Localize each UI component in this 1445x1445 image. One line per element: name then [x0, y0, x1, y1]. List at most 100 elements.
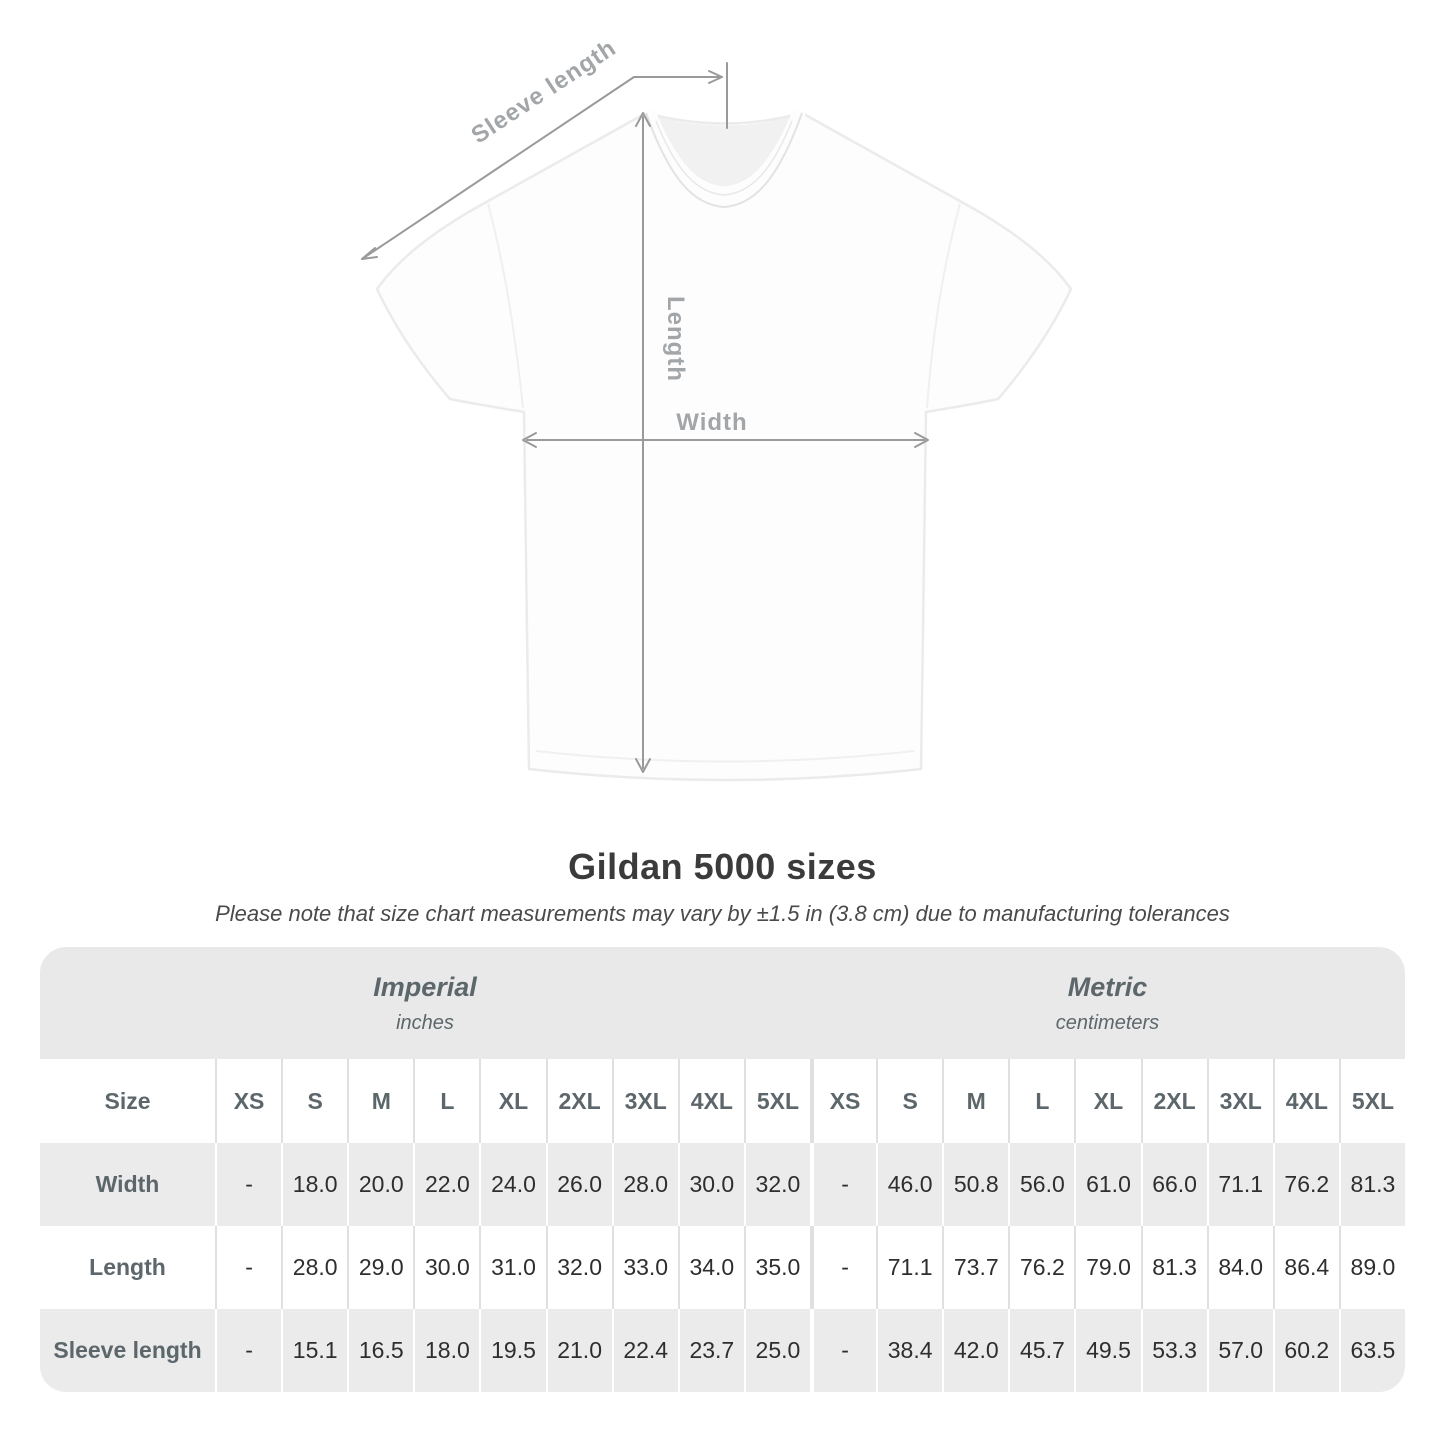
size-column-header: S [281, 1059, 347, 1143]
row-label: Sleeve length [53, 1337, 202, 1363]
size-column-header: 4XL [1272, 1059, 1339, 1143]
value-cell: 84.0 [1206, 1226, 1273, 1309]
title-block: Gildan 5000 sizes Please note that size … [0, 846, 1445, 927]
tshirt-collar-inner-seam [655, 120, 793, 196]
size-column-header: 3XL [1206, 1059, 1273, 1143]
value-cell: 76.2 [1272, 1143, 1339, 1226]
tolerance-note: Please note that size chart measurements… [215, 901, 1230, 926]
unit-group-header-row: Imperial inches Metric centimeters [40, 947, 1405, 1059]
value-cell: 71.1 [876, 1226, 942, 1309]
value-cell: 20.0 [347, 1143, 413, 1226]
imperial-group-header: Imperial inches [40, 947, 810, 1059]
size-column-header: XS [809, 1059, 876, 1143]
page-title: Gildan 5000 sizes [568, 846, 877, 887]
value-cell: 22.0 [413, 1143, 479, 1226]
value-cell: 28.0 [281, 1226, 347, 1309]
value-cell: 33.0 [611, 1226, 678, 1309]
value-cell: 35.0 [743, 1226, 810, 1309]
value-cell: 63.5 [1338, 1309, 1405, 1392]
size-column-header: 2XL [545, 1059, 612, 1143]
size-column-header: L [1008, 1059, 1074, 1143]
value-cell: 46.0 [876, 1143, 942, 1226]
table-row-length: Length - 28.0 29.0 30.0 31.0 32.0 33.0 3… [40, 1226, 1405, 1309]
value-cell: 53.3 [1140, 1309, 1207, 1392]
value-cell: 24.0 [479, 1143, 545, 1226]
size-column-header: 3XL [611, 1059, 678, 1143]
row-label: Length [89, 1254, 166, 1280]
value-cell: 22.4 [611, 1309, 678, 1392]
value-cell: 38.4 [876, 1309, 942, 1392]
value-cell: - [809, 1143, 876, 1226]
value-cell: 18.0 [413, 1309, 479, 1392]
value-cell: - [215, 1226, 281, 1309]
width-label: Width [676, 409, 747, 436]
value-cell: 23.7 [677, 1309, 744, 1392]
size-column-header: XL [1074, 1059, 1140, 1143]
value-cell: 66.0 [1140, 1143, 1207, 1226]
size-header-row: Size XS S M L XL 2XL 3XL 4XL 5XL XS S M … [40, 1059, 1405, 1143]
size-column-header: 4XL [677, 1059, 744, 1143]
value-cell: 26.0 [545, 1143, 612, 1226]
size-column-header: XL [479, 1059, 545, 1143]
size-column-header: 5XL [1338, 1059, 1405, 1143]
sleeve-length-label: Sleeve length [466, 34, 621, 149]
value-cell: 29.0 [347, 1226, 413, 1309]
value-cell: - [809, 1309, 876, 1392]
value-cell: 60.2 [1272, 1309, 1339, 1392]
table-row-sleeve-length: Sleeve length - 15.1 16.5 18.0 19.5 21.0… [40, 1309, 1405, 1392]
value-cell: 32.0 [743, 1143, 810, 1226]
tshirt-measurement-diagram: Sleeve length Length Width [361, 34, 1073, 782]
tshirt-collar-outer-seam [645, 112, 803, 209]
value-cell: 21.0 [545, 1309, 612, 1392]
tshirt-left-armhole-seam [487, 203, 524, 409]
imperial-group-unit: inches [396, 1011, 454, 1034]
size-column-header: XS [215, 1059, 281, 1143]
value-cell: 61.0 [1074, 1143, 1140, 1226]
value-cell: 45.7 [1008, 1309, 1074, 1392]
tshirt-right-armhole-seam [926, 203, 961, 409]
value-cell: 34.0 [677, 1226, 744, 1309]
metric-group-name: Metric [1067, 971, 1148, 1002]
value-cell: 25.0 [743, 1309, 810, 1392]
value-cell: 19.5 [479, 1309, 545, 1392]
size-table: Imperial inches Metric centimeters Size … [40, 947, 1405, 1392]
value-cell: 16.5 [347, 1309, 413, 1392]
length-label: Length [662, 296, 689, 382]
size-table-grid: Imperial inches Metric centimeters Size … [40, 947, 1405, 1392]
metric-group-header: Metric centimeters [809, 947, 1405, 1059]
size-header-label: Size [104, 1087, 151, 1114]
value-cell: 89.0 [1338, 1226, 1405, 1309]
size-column-header: 2XL [1140, 1059, 1207, 1143]
value-cell: 57.0 [1206, 1309, 1273, 1392]
metric-group-unit: centimeters [1055, 1011, 1160, 1034]
value-cell: 76.2 [1008, 1226, 1074, 1309]
imperial-group-name: Imperial [373, 971, 477, 1002]
size-column-header: M [347, 1059, 413, 1143]
width-arrow [522, 432, 929, 448]
value-cell: 28.0 [611, 1143, 678, 1226]
sleeve-length-arrow [361, 62, 728, 260]
value-cell: 30.0 [677, 1143, 744, 1226]
length-arrow [635, 112, 651, 773]
value-cell: 79.0 [1074, 1226, 1140, 1309]
size-column-header: S [876, 1059, 942, 1143]
value-cell: 71.1 [1206, 1143, 1273, 1226]
size-column-header: M [942, 1059, 1008, 1143]
value-cell: 49.5 [1074, 1309, 1140, 1392]
value-cell: 73.7 [942, 1226, 1008, 1309]
value-cell: 50.8 [942, 1143, 1008, 1226]
value-cell: 31.0 [479, 1226, 545, 1309]
value-cell: 42.0 [942, 1309, 1008, 1392]
size-column-header: 5XL [743, 1059, 810, 1143]
value-cell: 81.3 [1338, 1143, 1405, 1226]
value-cell: - [809, 1226, 876, 1309]
value-cell: 30.0 [413, 1226, 479, 1309]
value-cell: 18.0 [281, 1143, 347, 1226]
tshirt-body [375, 111, 1073, 782]
value-cell: 56.0 [1008, 1143, 1074, 1226]
value-cell: - [215, 1143, 281, 1226]
value-cell: 86.4 [1272, 1226, 1339, 1309]
value-cell: - [215, 1309, 281, 1392]
row-label: Width [95, 1171, 160, 1197]
